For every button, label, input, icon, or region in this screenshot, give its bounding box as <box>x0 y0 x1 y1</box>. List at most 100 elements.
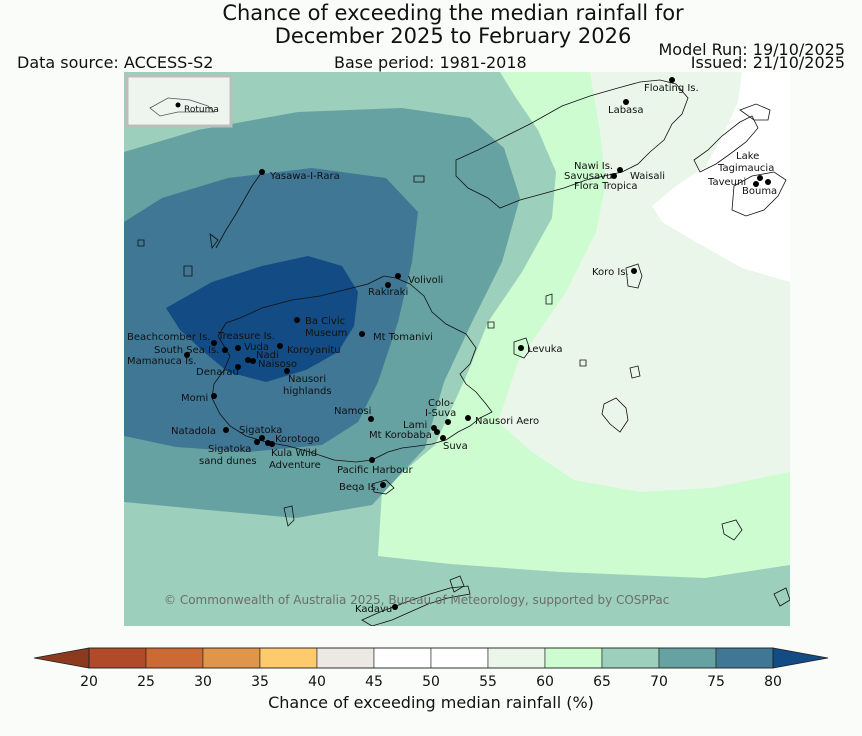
coast-islet-a <box>413 175 425 183</box>
label-floating-is: Floating Is. <box>644 83 699 94</box>
colorbar-tick-label: 40 <box>308 674 326 690</box>
label-naisoso: Naisoso <box>258 359 297 370</box>
label-flora-tropica: Flora Tropica <box>574 181 637 192</box>
colorbar-tick-label: 20 <box>80 674 98 690</box>
label-mt-korobaba: Mt Korobaba <box>369 430 432 441</box>
colorbar-bin <box>88 647 147 669</box>
coast-bouma-coast <box>731 171 787 217</box>
colorbar: 20 25 30 35 40 45 50 55 60 65 70 75 80 <box>33 647 829 690</box>
colorbar-title: Chance of exceeding median rainfall (%) <box>268 693 594 712</box>
label-beqa-is: Beqa Is. <box>339 482 379 493</box>
label-colo: Colo- <box>428 398 454 409</box>
zone-above-80 <box>166 256 358 382</box>
label-ba-civic: Ba Civic <box>305 316 345 327</box>
label-sigatoka-2: Sigatoka <box>208 444 251 455</box>
label-taveuni: Taveuni <box>707 177 746 188</box>
coast-koro <box>625 263 643 289</box>
colorbar-high-arrow <box>772 647 829 669</box>
label-treasure: Treasure Is. <box>217 331 275 342</box>
coast-vanua-levu <box>455 79 689 209</box>
label-volivoli: Volivoli <box>408 275 443 286</box>
colorbar-tick-label: 50 <box>422 674 440 690</box>
label-mamanuca: Mamanuca Is. <box>127 356 196 367</box>
label-namosi: Namosi <box>334 406 371 417</box>
label-momi: Momi <box>181 393 208 404</box>
coast-vatulele <box>283 505 295 527</box>
coast-islet-d <box>579 359 587 367</box>
copyright-notice: © Commonwealth of Australia 2025, Bureau… <box>164 593 669 607</box>
colorbar-bin <box>259 647 318 669</box>
label-adventure: Adventure <box>269 460 321 471</box>
colorbar-tick-label: 70 <box>650 674 668 690</box>
label-nausori-aero: Nausori Aero <box>475 416 539 427</box>
label-highlands: highlands <box>283 386 332 397</box>
label-suva: Suva <box>443 441 468 452</box>
coast-islet-b <box>183 265 193 277</box>
colorbar-low-arrow <box>33 647 90 669</box>
colorbar-tick-label: 60 <box>536 674 554 690</box>
coast-viti-levu <box>211 275 493 463</box>
label-museum: Museum <box>305 328 347 339</box>
label-levuka: Levuka <box>527 344 563 355</box>
place-markers <box>184 77 771 610</box>
label-koroyanitu: Koroyanitu <box>287 345 341 356</box>
map-title: Chance of exceeding the median rainfall … <box>0 2 862 48</box>
label-waisali: Waisali <box>630 171 665 182</box>
coast-gau <box>601 397 629 433</box>
label-bouma: Bouma <box>742 186 777 197</box>
label-sand-dunes: sand dunes <box>199 456 257 467</box>
colorbar-tick-label: 30 <box>194 674 212 690</box>
coast-lau-2 <box>773 587 790 607</box>
rotuma-inset: Rotuma <box>125 74 233 128</box>
colorbar-tick-label: 75 <box>707 674 725 690</box>
label-korotogo: Korotogo <box>275 434 320 445</box>
label-labasa: Labasa <box>608 105 644 116</box>
label-lami: Lami <box>403 420 427 431</box>
label-natadola: Natadola <box>171 426 216 437</box>
colorbar-bin <box>202 647 261 669</box>
colorbar-bin <box>430 647 489 669</box>
colorbar-tick-label: 80 <box>764 674 782 690</box>
coast-islet-e <box>487 321 495 329</box>
coast-kadavu <box>361 585 471 626</box>
zone-50-55 <box>652 72 790 282</box>
model-run: Model Run: 19/10/2025 <box>658 40 846 59</box>
place-labels: Floating Is. Labasa Nawi Is. Savusavu Wa… <box>127 83 777 615</box>
colorbar-bin <box>373 647 432 669</box>
label-kadavu: Kadavu <box>355 604 392 615</box>
rainfall-map: Rotuma <box>124 72 790 626</box>
coast-lau-1 <box>721 519 743 541</box>
colorbar-tick-label: 35 <box>251 674 269 690</box>
title-line-2: December 2025 to February 2026 <box>274 24 632 48</box>
coast-makogai <box>545 293 553 305</box>
label-yasawa: Yasawa-I-Rara <box>269 171 340 182</box>
label-south-sea: South Sea Is. <box>154 345 219 356</box>
colorbar-bin <box>601 647 660 669</box>
colorbar-ticks: 20 25 30 35 40 45 50 55 60 65 70 75 80 <box>80 674 782 690</box>
coast-islet-c <box>137 239 145 247</box>
coast-nairai <box>629 365 641 379</box>
colorbar-tick-label: 65 <box>593 674 611 690</box>
label-nawi-is: Nawi Is. <box>574 161 613 172</box>
colorbar-bin <box>658 647 717 669</box>
colorbar-bin <box>487 647 546 669</box>
label-kula-wild: Kula Wild <box>271 448 317 459</box>
label-beachcomber: Beachcomber Is. <box>127 332 210 343</box>
coast-yasawa-chain <box>209 171 263 250</box>
label-denarau: Denarau <box>196 367 239 378</box>
label-pacific-harbour: Pacific Harbour <box>337 465 414 476</box>
colorbar-tick-label: 25 <box>137 674 155 690</box>
label-sigatoka: Sigatoka <box>239 425 282 436</box>
colorbar-swatches <box>88 647 774 669</box>
coast-taveuni <box>693 115 759 173</box>
colorbar-bin <box>316 647 375 669</box>
label-vuda: Vuda <box>244 342 269 353</box>
label-lake: Lake <box>736 151 759 162</box>
colorbar-bin <box>544 647 603 669</box>
label-koro-is: Koro Is. <box>592 267 629 278</box>
label-nausori: Nausori <box>288 374 326 385</box>
coast-ovalau <box>513 337 531 359</box>
label-mt-tomanivi: Mt Tomanivi <box>373 332 433 343</box>
label-i-suva: I-Suva <box>425 408 456 419</box>
coast-qamea <box>739 103 771 121</box>
